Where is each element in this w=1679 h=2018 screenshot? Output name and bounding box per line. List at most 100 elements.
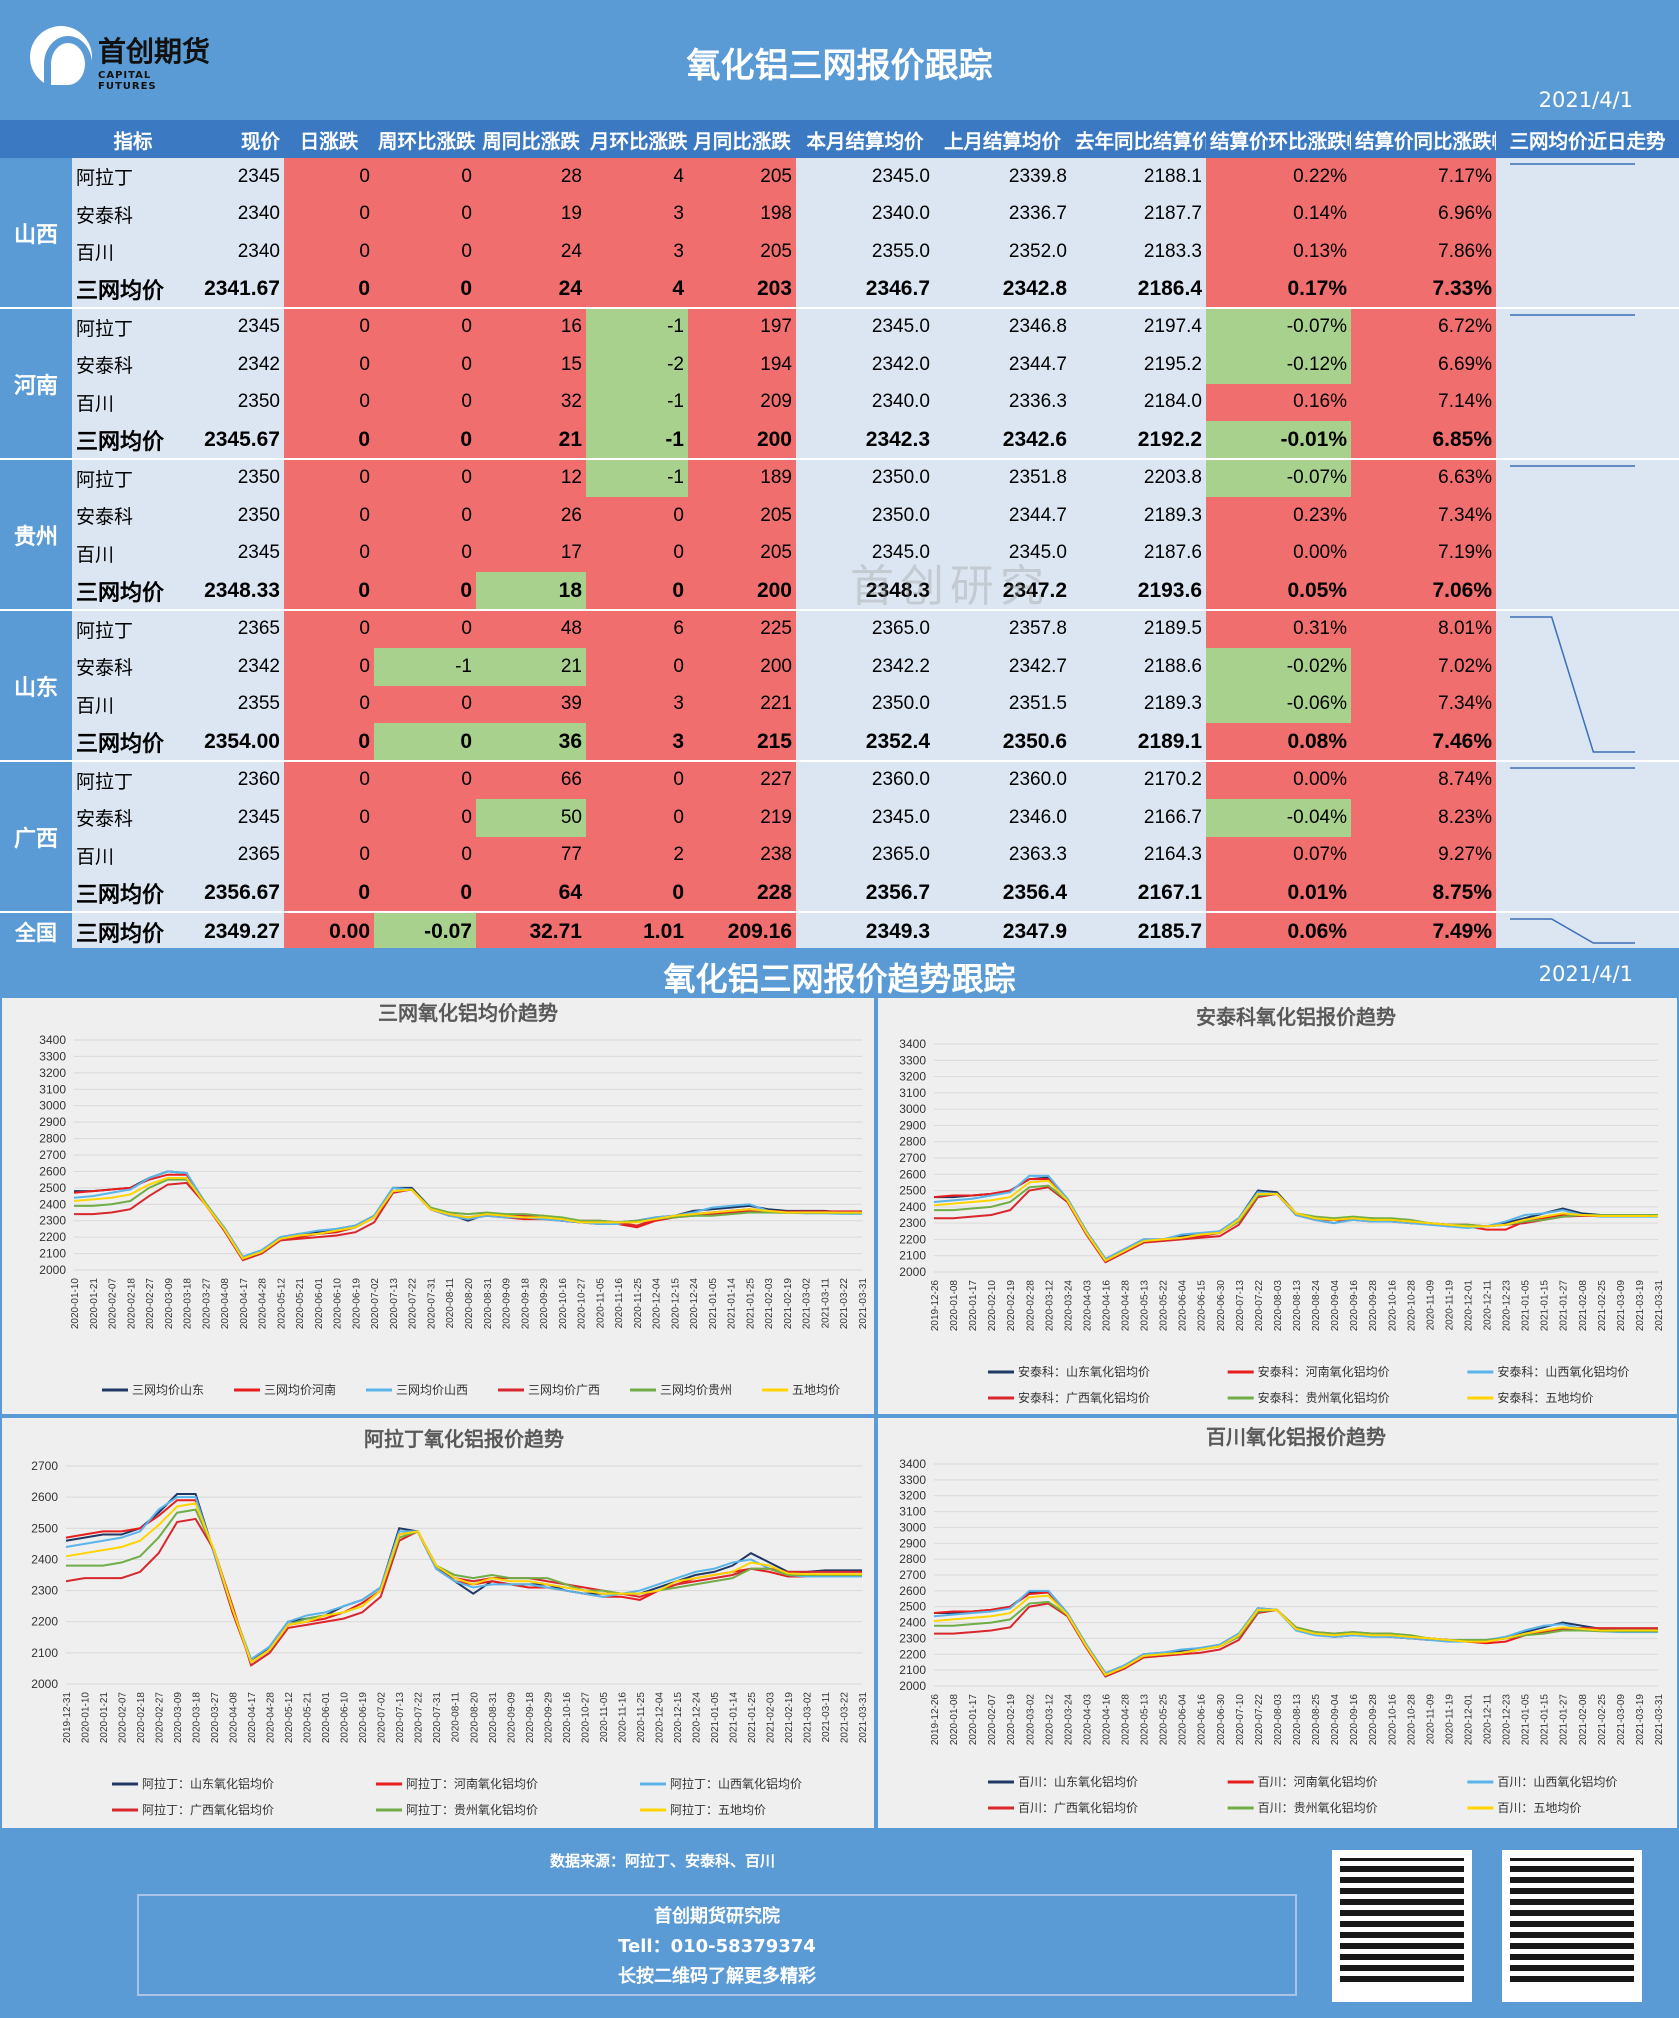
legend-label: 百川：贵州氧化铝均价 xyxy=(1258,1800,1378,1815)
cell-4: 19 xyxy=(476,195,586,233)
cell-9: 2164.3 xyxy=(1071,836,1206,875)
org-tel: Tell：010-58379374 xyxy=(618,1936,816,1957)
cell-7: 2342.3 xyxy=(796,421,934,460)
x-tick-label: 2020-08-20 xyxy=(469,1692,480,1744)
x-tick-label: 2020-07-02 xyxy=(370,1278,381,1330)
cell-1: 2349.27 xyxy=(194,912,284,953)
cell-5: 0 xyxy=(586,798,688,837)
y-tick-label: 3000 xyxy=(899,1102,926,1116)
cell-11: 7.06% xyxy=(1351,572,1496,611)
x-tick-label: 2020-02-18 xyxy=(126,1278,137,1330)
x-tick-label: 2021-01-05 xyxy=(708,1278,719,1330)
cell-4: 77 xyxy=(476,836,586,875)
table-row: 百川 2350 0 0 32 -1 209 2340.0 2336.3 2184.0 0.16% 7.… xyxy=(0,383,1679,422)
cell-8: 2344.7 xyxy=(934,496,1071,535)
cell-9: 2192.2 xyxy=(1071,421,1206,460)
x-tick-label: 2020-06-10 xyxy=(333,1278,344,1330)
x-tick-label: 2021-01-15 xyxy=(1540,1280,1551,1332)
data-source: 数据来源：阿拉丁、安泰科、百川 xyxy=(550,1852,776,1870)
legend-label: 阿拉丁：贵州氧化铝均价 xyxy=(406,1802,538,1817)
y-tick-label: 3100 xyxy=(899,1505,926,1519)
x-tick-label: 2020-04-28 xyxy=(1121,1280,1132,1332)
header-col-3: 周环比涨跌 xyxy=(374,120,476,158)
y-tick-label: 2700 xyxy=(899,1151,926,1165)
qr-code-icon[interactable] xyxy=(1332,1850,1472,2002)
legend-label: 安泰科：贵州氧化铝均价 xyxy=(1258,1390,1390,1405)
series-line xyxy=(933,1594,1658,1677)
cell-11: 7.17% xyxy=(1351,158,1496,196)
table-row: 河南 阿拉丁 2345 0 0 16 -1 197 2345.0 2346.8 2197.4 -0.0… xyxy=(0,308,1679,460)
row-label: 百川 xyxy=(72,836,194,875)
table-row: 三网均价 2354.00 0 0 36 3 215 2352.4 2350.6 2189.1 0.0… xyxy=(0,723,1679,762)
cell-7: 2340.0 xyxy=(796,383,934,422)
cell-11: 8.74% xyxy=(1351,761,1496,799)
cell-10: 0.06% xyxy=(1206,912,1351,953)
x-tick-label: 2020-03-27 xyxy=(201,1278,212,1330)
x-tick-label: 2021-02-19 xyxy=(783,1278,794,1330)
x-tick-label: 2020-03-12 xyxy=(1044,1280,1055,1332)
sparkline-line xyxy=(1510,616,1635,753)
cell-10: 0.17% xyxy=(1206,270,1351,309)
cell-5: 0 xyxy=(586,761,688,799)
page-title: 氧化铝三网报价跟踪 xyxy=(686,46,993,86)
cell-6: 205 xyxy=(688,534,796,573)
cell-11: 7.14% xyxy=(1351,383,1496,422)
x-tick-label: 2019-12-26 xyxy=(930,1694,941,1746)
sparkline xyxy=(1496,459,1679,611)
cell-6: 198 xyxy=(688,195,796,233)
x-tick-label: 2020-02-19 xyxy=(1006,1694,1017,1746)
x-tick-label: 2021-01-25 xyxy=(747,1692,758,1744)
x-tick-label: 2020-03-18 xyxy=(183,1278,194,1330)
x-tick-label: 2020-06-01 xyxy=(314,1278,325,1330)
x-tick-label: 2020-12-24 xyxy=(691,1692,702,1744)
cell-10: 0.00% xyxy=(1206,761,1351,799)
x-tick-label: 2021-03-19 xyxy=(1635,1694,1646,1746)
y-tick-label: 2500 xyxy=(39,1181,66,1195)
cell-3: 0 xyxy=(374,685,476,724)
table-row: 贵州 阿拉丁 2350 0 0 12 -1 189 2350.0 2351.8 2203.8 -0.0… xyxy=(0,459,1679,611)
qr-code-icon-2[interactable] xyxy=(1502,1850,1642,2002)
cell-8: 2356.4 xyxy=(934,874,1071,913)
cell-3: 0 xyxy=(374,534,476,573)
cell-2: 0.00 xyxy=(284,912,374,953)
x-tick-label: 2021-03-22 xyxy=(839,1692,850,1744)
x-tick-label: 2020-08-20 xyxy=(464,1278,475,1330)
cell-4: 15 xyxy=(476,345,586,384)
cell-6: 194 xyxy=(688,345,796,384)
x-tick-label: 2020-07-22 xyxy=(408,1278,419,1330)
x-tick-label: 2020-11-19 xyxy=(1444,1280,1455,1331)
cell-10: 0.13% xyxy=(1206,233,1351,271)
cell-9: 2189.3 xyxy=(1071,496,1206,535)
x-tick-label: 2021-03-31 xyxy=(1654,1694,1665,1746)
cell-8: 2346.8 xyxy=(934,308,1071,346)
x-tick-label: 2021-02-19 xyxy=(784,1692,795,1744)
cell-9: 2184.0 xyxy=(1071,383,1206,422)
y-tick-label: 2500 xyxy=(31,1521,58,1535)
x-tick-label: 2020-11-05 xyxy=(595,1278,606,1329)
cell-11: 9.27% xyxy=(1351,836,1496,875)
x-tick-label: 2020-03-12 xyxy=(1044,1694,1055,1746)
y-tick-label: 3200 xyxy=(899,1070,926,1084)
cell-11: 8.75% xyxy=(1351,874,1496,913)
cell-5: -2 xyxy=(586,345,688,384)
legend-label: 三网均价河南 xyxy=(264,1382,336,1397)
x-tick-label: 2020-01-10 xyxy=(70,1278,81,1330)
row-label: 安泰科 xyxy=(72,496,194,535)
row-label: 三网均价 xyxy=(72,572,194,611)
y-tick-label: 3400 xyxy=(39,1033,66,1047)
series-line xyxy=(73,1177,862,1260)
x-tick-label: 2020-10-16 xyxy=(562,1692,573,1744)
watermark: 首创研究 xyxy=(850,561,1050,612)
series-line xyxy=(66,1508,862,1664)
legend-label: 三网均价广西 xyxy=(528,1383,600,1397)
x-tick-label: 2020-12-04 xyxy=(654,1692,665,1744)
table-row: 山西 阿拉丁 2345 0 0 28 4 205 2345.0 2339.8 2188.1 0.22%… xyxy=(0,158,1679,309)
x-tick-label: 2020-12-01 xyxy=(1463,1694,1474,1746)
cell-2: 0 xyxy=(284,459,374,497)
x-tick-label: 2020-07-22 xyxy=(1254,1280,1265,1332)
cell-4: 50 xyxy=(476,798,586,837)
y-tick-label: 2800 xyxy=(899,1552,926,1566)
x-tick-label: 2020-05-25 xyxy=(1159,1694,1170,1746)
cell-7: 2350.0 xyxy=(796,496,934,535)
x-tick-label: 2020-08-11 xyxy=(445,1278,456,1329)
